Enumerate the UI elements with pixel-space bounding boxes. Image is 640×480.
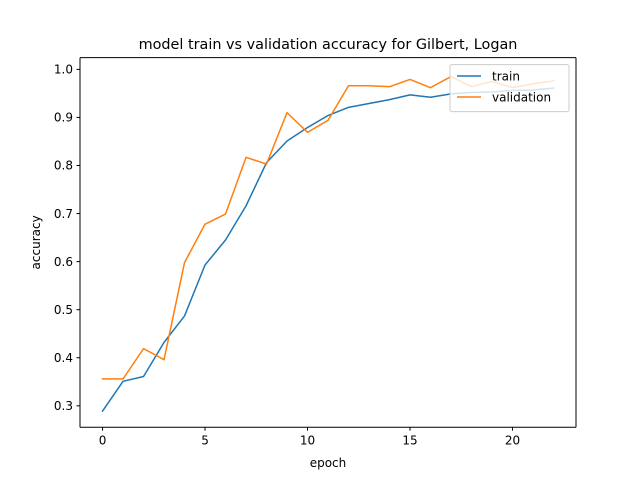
x-axis-ticks: 0 5 10 15 20 bbox=[99, 427, 520, 448]
plot-series bbox=[101, 75, 555, 413]
y-tick-label: 0.5 bbox=[54, 303, 73, 317]
y-axis-ticks: 0.3 0.4 0.5 0.6 0.7 0.8 0.9 1.0 bbox=[54, 63, 80, 413]
chart-title: model train vs validation accuracy for G… bbox=[139, 37, 518, 53]
y-axis-label: accuracy bbox=[29, 215, 43, 269]
x-axis-label: epoch bbox=[310, 456, 347, 470]
legend-label-validation: validation bbox=[492, 91, 551, 105]
y-tick-label: 0.4 bbox=[54, 351, 73, 365]
x-tick-label: 10 bbox=[300, 434, 315, 448]
y-tick-label: 0.9 bbox=[54, 111, 73, 125]
y-tick-label: 0.7 bbox=[54, 207, 73, 221]
legend: train validation bbox=[449, 64, 570, 113]
y-tick-label: 0.8 bbox=[54, 159, 73, 173]
series-line-train bbox=[101, 87, 555, 413]
y-tick-label: 1.0 bbox=[54, 63, 73, 77]
x-tick-label: 15 bbox=[402, 434, 417, 448]
axes-frame bbox=[79, 57, 577, 428]
x-tick-label: 5 bbox=[201, 434, 209, 448]
series-line-validation bbox=[101, 75, 555, 380]
y-tick-label: 0.3 bbox=[54, 399, 73, 413]
x-tick-label: 0 bbox=[99, 434, 107, 448]
legend-label-train: train bbox=[492, 70, 520, 84]
y-tick-label: 0.6 bbox=[54, 255, 73, 269]
x-tick-label: 20 bbox=[505, 434, 520, 448]
